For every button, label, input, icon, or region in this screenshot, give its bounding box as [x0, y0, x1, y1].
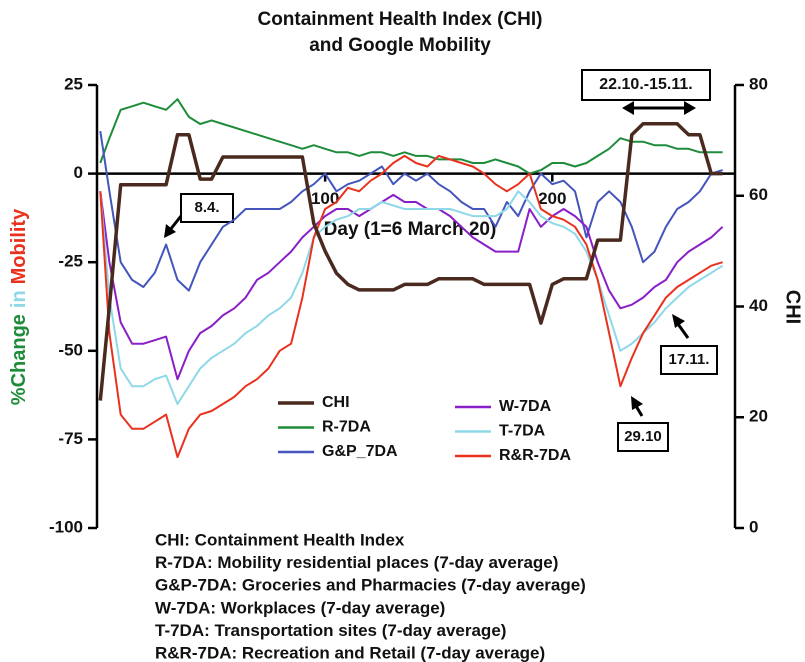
- annotation: 22.10.-15.11.: [599, 76, 692, 93]
- note: CHI: Containment Health Index: [155, 530, 405, 549]
- legend-label: G&P_7DA: [322, 443, 398, 460]
- arrow-head: [672, 314, 685, 328]
- arrow: [634, 405, 644, 417]
- x-axis-label: Day (1=6 March 20): [324, 219, 497, 240]
- series-line: [99, 191, 724, 381]
- y-tick-label: 0: [74, 163, 83, 182]
- series-line: [99, 154, 723, 459]
- x-tick-label: 200: [538, 189, 566, 208]
- note: R-7DA: Mobility residential places (7-da…: [155, 553, 558, 572]
- legend-label: CHI: [322, 394, 350, 411]
- arrow-head: [631, 396, 643, 410]
- y-tick-label: -25: [58, 252, 83, 271]
- note: R&R-7DA: Recreation and Retail (7-day av…: [155, 643, 545, 662]
- y2-tick-label: 20: [749, 407, 768, 426]
- y-axis-label: %Change in Mobility: [8, 208, 30, 405]
- legend-label: R-7DA: [322, 419, 371, 436]
- legend-label: T-7DA: [499, 423, 546, 440]
- annotation-box: [180, 193, 234, 223]
- chart-title: Containment Health Index (CHI): [257, 9, 542, 30]
- annotation-box: [617, 422, 669, 452]
- y2-tick-label: 80: [749, 74, 768, 93]
- y2-tick-label: 0: [749, 517, 758, 536]
- chart-title: and Google Mobility: [309, 35, 491, 56]
- note: G&P-7DA: Groceries and Pharmacies (7-day…: [155, 576, 586, 595]
- y2-axis-label: CHI: [782, 290, 804, 324]
- annotation-box: [581, 69, 711, 101]
- annotation-box: [660, 345, 718, 375]
- y-tick-label: -75: [58, 429, 83, 448]
- y2-tick-label: 40: [749, 296, 768, 315]
- arrow: [676, 323, 690, 339]
- y-tick-label: -50: [58, 340, 83, 359]
- annotation: 29.10: [624, 428, 662, 445]
- series-line: [99, 130, 723, 292]
- annotation: 8.4.: [194, 199, 219, 216]
- legend-label: W-7DA: [499, 398, 552, 415]
- x-tick-label: 100: [311, 189, 339, 208]
- legend-label: R&R-7DA: [499, 447, 571, 464]
- y2-tick-label: 60: [749, 185, 768, 204]
- arrow: [168, 215, 183, 231]
- series-line: [99, 190, 724, 405]
- series-line: [98, 122, 723, 401]
- note: T-7DA: Transportation sites (7-day avera…: [155, 621, 506, 640]
- y-axis-label-part: %Change: [8, 314, 30, 405]
- y-tick-label: -100: [49, 517, 83, 536]
- y-axis-label-part: in: [8, 290, 30, 308]
- y-axis-label-part: Mobility: [8, 208, 30, 284]
- annotation: 17.11.: [669, 351, 710, 368]
- arrow-head: [164, 224, 176, 238]
- y-tick-label: 25: [64, 74, 83, 93]
- note: W-7DA: Workplaces (7-day average): [155, 598, 445, 617]
- series-line: [99, 98, 723, 175]
